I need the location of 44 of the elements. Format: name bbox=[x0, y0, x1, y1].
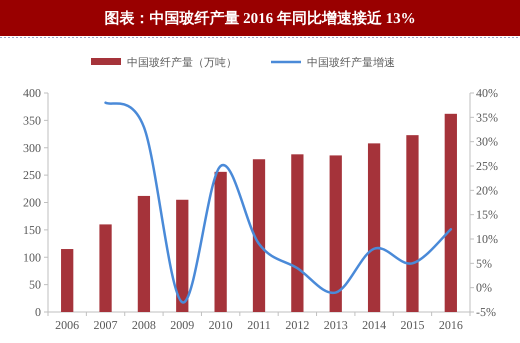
y2-tick-label: 0% bbox=[476, 280, 492, 295]
y-tick-label: 100 bbox=[23, 250, 41, 264]
bar bbox=[138, 196, 150, 312]
bar bbox=[444, 114, 457, 312]
y2-tick-label: 25% bbox=[476, 159, 498, 173]
bar bbox=[330, 155, 342, 312]
legend-label: 中国玻纤产量增速 bbox=[307, 56, 395, 69]
y2-tick-label: 35% bbox=[476, 110, 498, 124]
y-tick-label: 350 bbox=[23, 113, 41, 128]
y-tick-label: 250 bbox=[23, 168, 41, 182]
x-tick-label: 2011 bbox=[247, 318, 271, 332]
x-tick-label: 2009 bbox=[170, 318, 194, 332]
bar bbox=[406, 135, 419, 312]
bar bbox=[99, 224, 112, 312]
x-tick-label: 2012 bbox=[285, 318, 310, 332]
x-tick-label: 2016 bbox=[438, 318, 463, 332]
chart-title: 图表：中国玻纤产量 2016 年同比增速接近 13% bbox=[104, 10, 416, 27]
bar bbox=[368, 143, 380, 312]
y2-tick-label: 20% bbox=[476, 183, 498, 198]
y2-tick-label: 10% bbox=[476, 232, 498, 246]
y-tick-label: 50 bbox=[29, 278, 41, 292]
y2-tick-label: 30% bbox=[476, 134, 498, 149]
x-tick-label: 2014 bbox=[362, 318, 386, 332]
x-tick-label: 2006 bbox=[55, 318, 80, 332]
bar bbox=[176, 200, 188, 312]
x-tick-label: 2015 bbox=[400, 318, 424, 332]
y2-tick-label: -5% bbox=[476, 305, 496, 319]
x-tick-label: 2007 bbox=[94, 318, 118, 332]
y-tick-label: 150 bbox=[23, 222, 41, 237]
legend-label: 中国玻纤产量（万吨） bbox=[127, 56, 237, 69]
y-tick-label: 400 bbox=[23, 86, 41, 100]
y-tick-label: 0 bbox=[35, 305, 41, 319]
bar bbox=[291, 154, 304, 312]
bar bbox=[214, 172, 227, 312]
x-tick-label: 2008 bbox=[132, 318, 156, 332]
x-tick-label: 2013 bbox=[324, 318, 348, 332]
y2-tick-label: 15% bbox=[476, 208, 498, 222]
x-tick-label: 2010 bbox=[208, 318, 233, 332]
y-tick-label: 200 bbox=[23, 196, 41, 210]
bar bbox=[252, 159, 266, 312]
bar bbox=[61, 249, 74, 312]
y2-tick-label: 5% bbox=[476, 256, 492, 270]
y2-tick-label: 40% bbox=[476, 86, 498, 100]
y-tick-label: 300 bbox=[23, 140, 41, 155]
